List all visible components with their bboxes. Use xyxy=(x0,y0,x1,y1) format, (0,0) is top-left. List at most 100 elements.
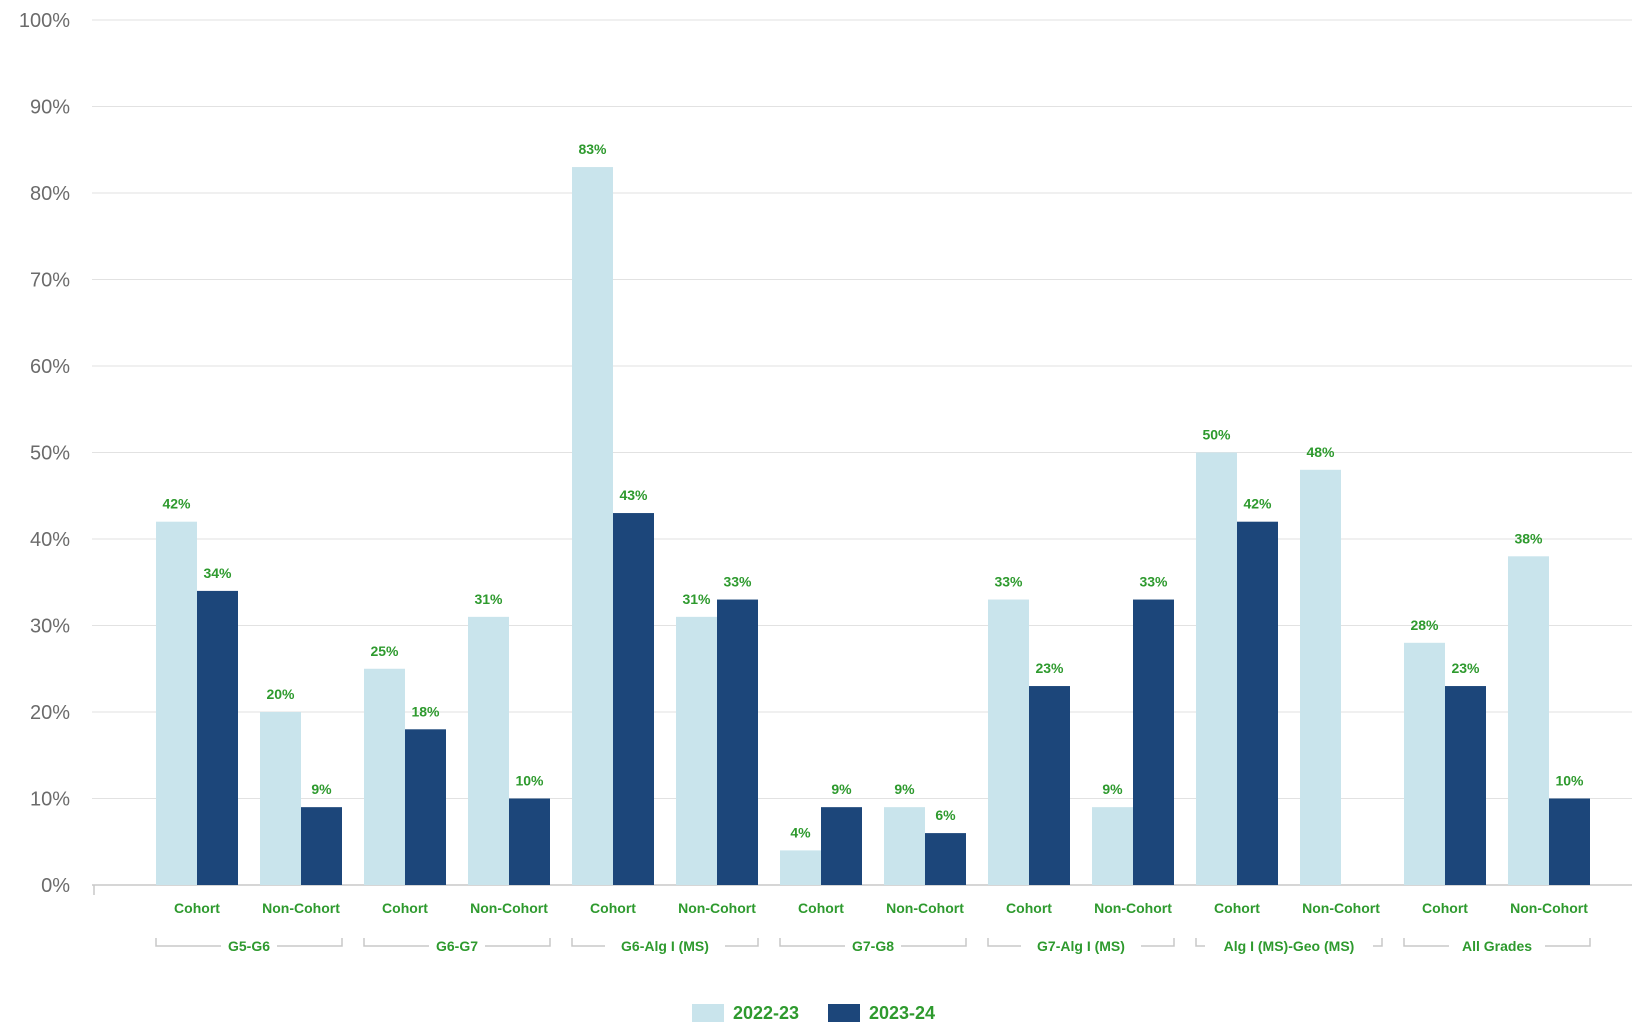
x-category-label: Cohort xyxy=(798,900,844,916)
y-tick-label: 30% xyxy=(30,616,70,638)
data-label: 23% xyxy=(1035,660,1064,676)
group-bracket xyxy=(1195,938,1383,947)
data-label: 20% xyxy=(266,686,295,702)
group-bracket xyxy=(571,938,759,947)
data-label: 9% xyxy=(894,781,915,797)
bar-2023-24 xyxy=(301,807,342,885)
data-label: 9% xyxy=(311,781,332,797)
legend-swatch xyxy=(692,1004,724,1022)
x-axis-labels: Cohort Non-Cohort Cohort Non-Cohort Cohort No… xyxy=(174,900,1588,916)
bar-2023-24 xyxy=(405,729,446,885)
x-category-label: Non-Cohort xyxy=(678,900,756,916)
x-category-label: Non-Cohort xyxy=(262,900,340,916)
y-tick-label: 0% xyxy=(41,875,70,897)
y-axis-ticks: 0% 10% 20% 30% 40% 50% 60% 70% 80% 90% 100% xyxy=(19,10,70,897)
data-label: 48% xyxy=(1306,444,1335,460)
data-label: 33% xyxy=(994,574,1023,590)
bar-2022-23 xyxy=(1196,452,1237,885)
bar-2022-23 xyxy=(1508,556,1549,885)
y-tick-label: 80% xyxy=(30,183,70,205)
data-label: 10% xyxy=(515,773,544,789)
group-label: G5-G6 xyxy=(228,938,270,954)
x-category-label: Non-Cohort xyxy=(470,900,548,916)
legend-swatch xyxy=(828,1004,860,1022)
bar-2022-23 xyxy=(1092,807,1133,885)
data-label: 34% xyxy=(203,565,232,581)
data-label: 42% xyxy=(1243,496,1272,512)
bar-2022-23 xyxy=(364,668,405,885)
x-category-label: Cohort xyxy=(1006,900,1052,916)
data-label: 9% xyxy=(1102,781,1123,797)
bar-2023-24 xyxy=(1029,686,1070,885)
data-label: 25% xyxy=(370,643,399,659)
bar-2022-23 xyxy=(572,167,613,886)
legend-label: 2023-24 xyxy=(869,1003,935,1022)
gridlines xyxy=(92,19,1632,895)
group-label: G6-G7 xyxy=(436,938,478,954)
y-tick-label: 100% xyxy=(19,10,70,32)
group-labels: G5-G6 G6-G7 G6-Alg I (MS) G7-G8 G7-Alg I (MS… xyxy=(155,938,1591,954)
bar-2022-23 xyxy=(260,712,301,885)
bar-2022-23 xyxy=(988,599,1029,885)
data-label: 43% xyxy=(619,487,648,503)
x-category-label: Cohort xyxy=(1422,900,1468,916)
bar-2023-24 xyxy=(717,599,758,885)
data-label: 31% xyxy=(474,591,503,607)
y-tick-label: 20% xyxy=(30,702,70,724)
bar-2023-24 xyxy=(1133,599,1174,885)
bar-2023-24 xyxy=(925,833,966,885)
y-tick-label: 50% xyxy=(30,443,70,465)
bar-2023-24 xyxy=(1237,521,1278,885)
data-label: 28% xyxy=(1410,617,1439,633)
x-category-label: Non-Cohort xyxy=(1510,900,1588,916)
data-label: 38% xyxy=(1514,530,1543,546)
data-label: 6% xyxy=(935,807,956,823)
data-label: 33% xyxy=(1139,574,1168,590)
bar-2023-24 xyxy=(613,513,654,885)
x-category-label: Cohort xyxy=(382,900,428,916)
group-label: All Grades xyxy=(1462,938,1532,954)
group-label: G7-Alg I (MS) xyxy=(1037,938,1125,954)
legend-label: 2022-23 xyxy=(733,1003,799,1022)
data-label: 33% xyxy=(723,574,752,590)
bar-2022-23 xyxy=(884,807,925,885)
group-bracket xyxy=(779,938,967,947)
data-label: 42% xyxy=(162,496,191,512)
x-category-label: Non-Cohort xyxy=(886,900,964,916)
group-label: G7-G8 xyxy=(852,938,894,954)
group-bracket xyxy=(155,938,343,947)
bar-2023-24 xyxy=(509,798,550,885)
bar-2023-24 xyxy=(1549,798,1590,885)
data-label: 23% xyxy=(1451,660,1480,676)
x-category-label: Non-Cohort xyxy=(1302,900,1380,916)
bar-2023-24 xyxy=(821,807,862,885)
y-tick-label: 40% xyxy=(30,529,70,551)
bar-2023-24 xyxy=(197,590,238,885)
group-label: Alg I (MS)-Geo (MS) xyxy=(1224,938,1355,954)
bar-2022-23 xyxy=(780,850,821,885)
group-bracket xyxy=(363,938,551,947)
x-category-label: Non-Cohort xyxy=(1094,900,1172,916)
bar-2022-23 xyxy=(1404,642,1445,885)
group-label: G6-Alg I (MS) xyxy=(621,938,709,954)
bar-2022-23 xyxy=(676,616,717,885)
data-label: 18% xyxy=(411,703,440,719)
legend: 2022-23 2023-24 xyxy=(692,1003,935,1023)
data-label: 83% xyxy=(578,141,607,157)
bar-2022-23 xyxy=(1300,469,1341,885)
data-label: 50% xyxy=(1202,427,1231,443)
y-tick-label: 60% xyxy=(30,356,70,378)
bar-2022-23 xyxy=(468,616,509,885)
bar-2023-24 xyxy=(1445,686,1486,885)
group-bracket xyxy=(1403,938,1591,947)
y-tick-label: 10% xyxy=(30,789,70,811)
x-category-label: Cohort xyxy=(1214,900,1260,916)
y-tick-label: 90% xyxy=(30,97,70,119)
data-labels: 42% 34% 20% 9% 25% 18% 31% 10% 83% 43% 31% 33% 4% 9% 9… xyxy=(162,141,1584,840)
data-label: 4% xyxy=(790,824,811,840)
bar-2022-23 xyxy=(156,521,197,885)
x-category-label: Cohort xyxy=(590,900,636,916)
y-tick-label: 70% xyxy=(30,270,70,292)
